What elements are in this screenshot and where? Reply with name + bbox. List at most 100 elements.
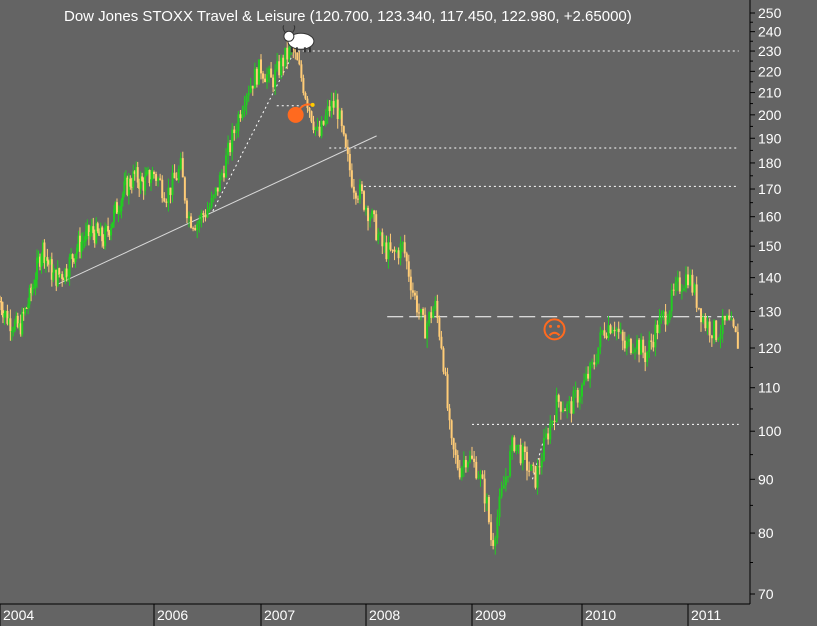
candle-body xyxy=(86,225,89,232)
candle-body xyxy=(730,319,733,321)
candle-body xyxy=(358,184,361,199)
candle-body xyxy=(515,445,518,452)
candle-body xyxy=(73,258,76,262)
candle-body xyxy=(601,330,604,333)
candle-body xyxy=(27,304,30,308)
candle-body xyxy=(46,257,49,261)
candle-body xyxy=(90,226,93,232)
candle-body xyxy=(492,540,495,546)
y-tick-label: 160 xyxy=(758,209,782,225)
candle-body xyxy=(475,461,478,479)
candle-body xyxy=(21,311,24,335)
candle-body xyxy=(314,127,317,131)
candle-body xyxy=(300,64,303,79)
candle-body xyxy=(77,235,80,248)
candle-body xyxy=(662,311,665,314)
candle-body xyxy=(198,220,201,224)
candle-body xyxy=(7,318,10,324)
candle-body xyxy=(235,131,238,134)
candle-body xyxy=(255,68,258,85)
candle-body xyxy=(96,223,99,232)
y-tick-label: 210 xyxy=(758,85,782,101)
candle-body xyxy=(237,114,240,132)
candle-body xyxy=(87,225,90,236)
candle-body xyxy=(10,330,13,332)
candle-body xyxy=(65,268,68,278)
candle-body xyxy=(239,114,242,119)
candle-body xyxy=(578,396,581,403)
y-tick-label: 130 xyxy=(758,303,782,319)
candle-body xyxy=(9,318,12,332)
candle-body xyxy=(736,332,739,349)
candle-body xyxy=(523,446,526,453)
candle-body xyxy=(253,68,256,89)
bull-icon xyxy=(282,24,315,53)
candle-body xyxy=(570,401,573,414)
candle-body xyxy=(426,323,429,339)
candle-body xyxy=(393,249,396,252)
candle-body xyxy=(218,174,221,192)
candle-body xyxy=(308,107,311,112)
candle-body xyxy=(108,231,111,236)
candle-body xyxy=(251,85,254,89)
candle-body xyxy=(204,215,207,218)
chart-title: Dow Jones STOXX Travel & Leisure (120.70… xyxy=(64,8,632,25)
candle-body xyxy=(706,321,709,329)
candle-body xyxy=(22,311,25,314)
bomb-icon xyxy=(287,102,315,123)
candle-body xyxy=(650,340,653,342)
x-tick-label: 2009 xyxy=(475,607,506,623)
candle-body xyxy=(322,121,325,125)
candle-body xyxy=(298,60,301,65)
candle-body xyxy=(375,214,378,241)
candle-body xyxy=(418,312,420,314)
candles-layer xyxy=(0,40,739,555)
candle-body xyxy=(110,227,113,236)
x-tick-label: 2008 xyxy=(369,607,400,623)
candle-body xyxy=(6,310,9,324)
x-tick-label: 2010 xyxy=(585,607,616,623)
candle-body xyxy=(634,349,636,353)
candle-body xyxy=(44,257,47,263)
candle-body xyxy=(282,57,285,67)
candle-body xyxy=(286,47,289,60)
candle-body xyxy=(422,309,425,315)
candle-body xyxy=(165,201,168,203)
candle-body xyxy=(695,284,698,308)
candle-body xyxy=(574,390,577,392)
candle-body xyxy=(403,242,406,254)
candle-body xyxy=(726,315,729,321)
candle-body xyxy=(68,256,71,277)
candle-body xyxy=(397,250,400,259)
y-tick-label: 170 xyxy=(758,181,782,197)
candle-body xyxy=(115,202,118,214)
candle-body xyxy=(262,73,265,79)
candle-body xyxy=(53,269,56,273)
candle-body xyxy=(481,474,484,479)
candle-body xyxy=(401,242,404,244)
candle-body xyxy=(270,68,273,78)
candle-body xyxy=(572,390,575,414)
candle-body xyxy=(697,307,700,309)
y-tick-label: 230 xyxy=(758,43,782,59)
candle-body xyxy=(136,167,139,183)
candle-body xyxy=(344,134,347,147)
candle-body xyxy=(528,470,531,472)
candle-body xyxy=(385,242,388,260)
candle-body xyxy=(74,253,77,262)
candle-body xyxy=(506,476,509,478)
candle-body xyxy=(656,324,659,333)
candle-body xyxy=(206,210,209,218)
candle-body xyxy=(702,317,705,323)
candle-body xyxy=(684,274,687,289)
candle-body xyxy=(260,59,262,74)
candle-body xyxy=(477,477,480,479)
candle-body xyxy=(81,241,84,243)
candle-body xyxy=(274,69,277,88)
candle-body xyxy=(212,194,215,198)
candle-body xyxy=(332,100,335,108)
candle-body xyxy=(381,232,384,247)
candle-body xyxy=(280,57,283,76)
candle-body xyxy=(13,321,16,331)
candle-body xyxy=(142,180,145,191)
